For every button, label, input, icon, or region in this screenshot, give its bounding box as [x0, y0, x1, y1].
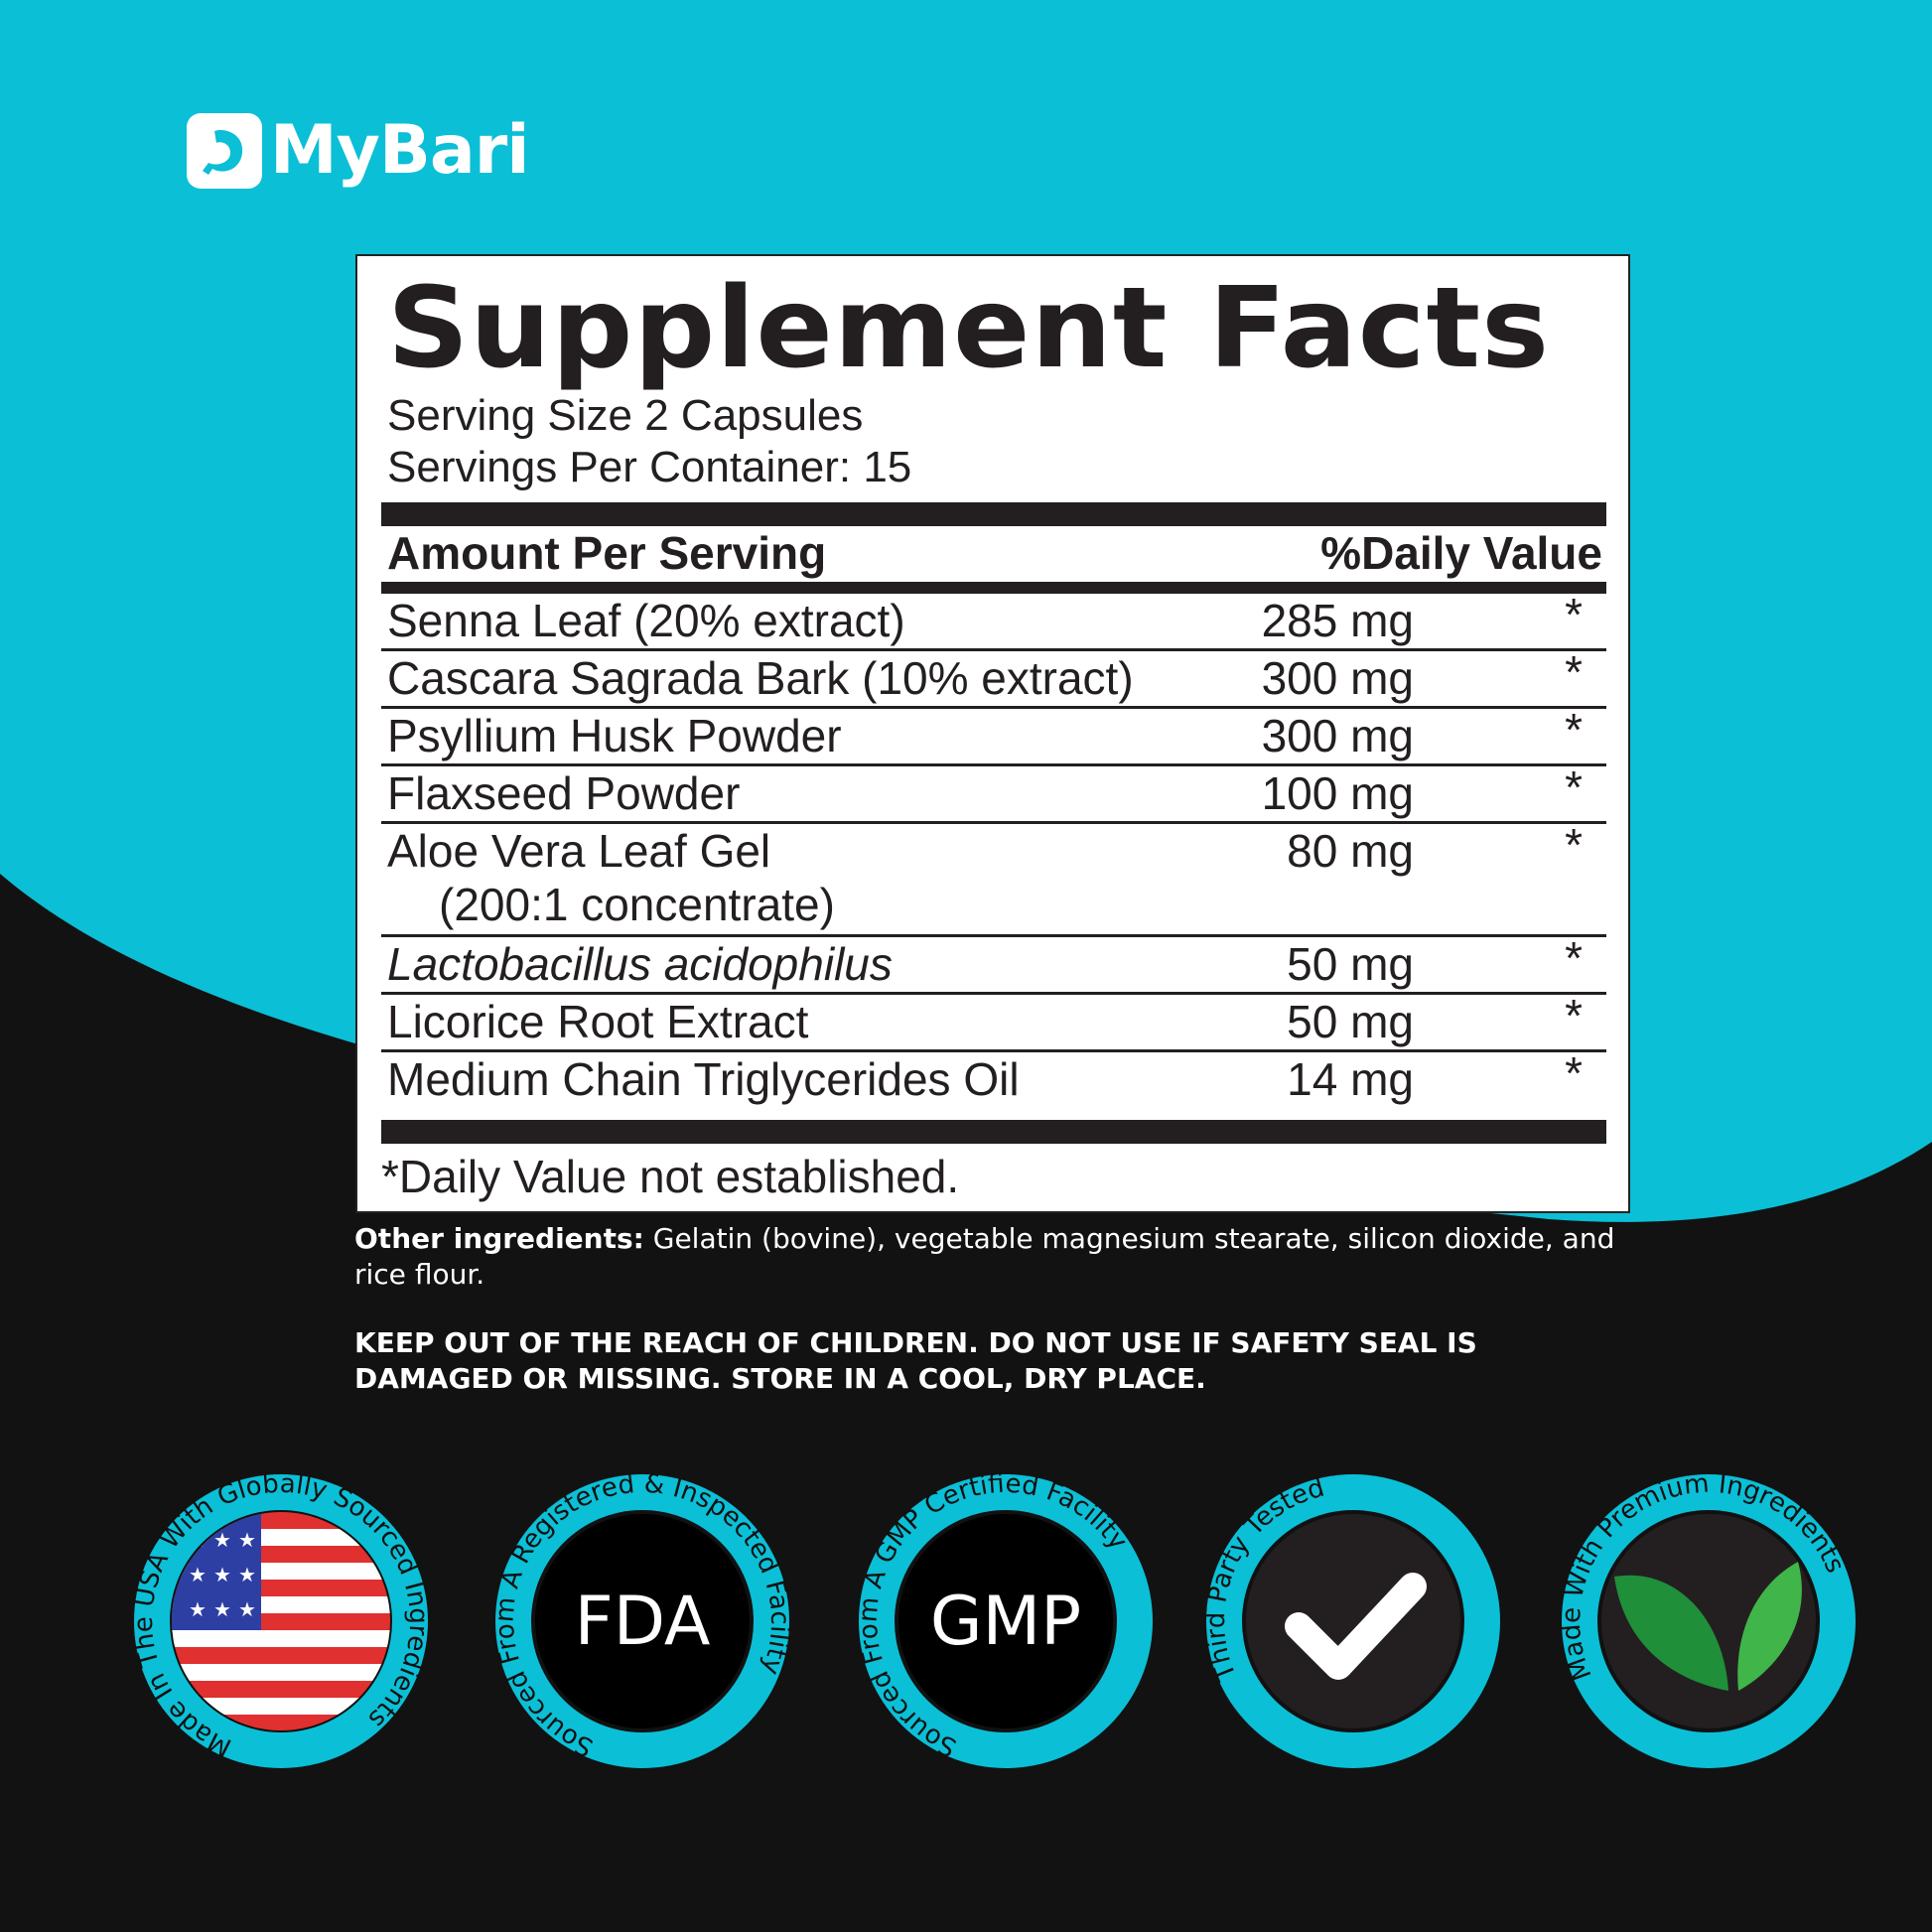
daily-value: * — [1565, 646, 1583, 698]
divider-thick — [381, 502, 1606, 526]
ingredient-amount: 50 mg — [1287, 938, 1414, 990]
svg-text:★: ★ — [238, 1599, 256, 1621]
daily-value: * — [1565, 761, 1583, 813]
daily-value: * — [1565, 990, 1583, 1041]
badge: Third Party Tested — [1199, 1467, 1507, 1775]
divider-thick — [381, 1120, 1606, 1144]
ingredient-amount: 285 mg — [1261, 595, 1414, 646]
serving-size: Serving Size 2 Capsules — [387, 391, 864, 440]
svg-text:★: ★ — [189, 1565, 207, 1587]
ingredient-name: Senna Leaf (20% extract) — [387, 595, 905, 646]
ingredient-name-detail: (200:1 concentrate) — [439, 879, 835, 930]
header-daily-value: %Daily Value — [1320, 527, 1602, 579]
supplement-facts-panel: Supplement Facts Serving Size 2 Capsules… — [355, 254, 1630, 1213]
ingredient-name: Aloe Vera Leaf Gel — [387, 825, 771, 877]
facts-title: Supplement Facts — [387, 264, 1551, 393]
facts-row: Psyllium Husk Powder 300 mg * — [381, 704, 1606, 766]
brand-name: MyBari — [270, 111, 530, 190]
ingredient-name: Psyllium Husk Powder — [387, 710, 842, 761]
ingredient-amount: 300 mg — [1261, 652, 1414, 704]
daily-value: * — [1565, 932, 1583, 984]
other-ingredients-label: Other ingredients: — [354, 1222, 644, 1255]
daily-value: * — [1565, 589, 1583, 640]
facts-row: Licorice Root Extract 50 mg * — [381, 990, 1606, 1052]
facts-row: Aloe Vera Leaf Gel (200:1 concentrate) 80 … — [381, 819, 1606, 937]
other-ingredients: Other ingredients: Gelatin (bovine), veg… — [354, 1221, 1645, 1293]
ingredient-name: Flaxseed Powder — [387, 767, 741, 819]
badge: ★★★★★★★★★ Made In The USA With Globally … — [127, 1467, 435, 1775]
servings-per-container: Servings Per Container: 15 — [387, 443, 912, 491]
ingredient-amount: 300 mg — [1261, 710, 1414, 761]
badge: FDA Sourced From A Registered & Inspecte… — [488, 1467, 796, 1775]
ingredient-amount: 100 mg — [1261, 767, 1414, 819]
svg-text:★: ★ — [213, 1565, 231, 1587]
other-ingredients-text: Gelatin (bovine), vegetable magnesium st… — [354, 1222, 1615, 1291]
svg-text:★: ★ — [213, 1530, 231, 1552]
facts-row: Flaxseed Powder 100 mg * — [381, 761, 1606, 824]
svg-text:★: ★ — [213, 1599, 231, 1621]
stomach-icon — [187, 112, 262, 189]
daily-value: * — [1565, 704, 1583, 756]
badge-center-text: FDA — [575, 1583, 711, 1661]
ingredient-name: Lactobacillus acidophilus — [387, 938, 893, 990]
header-amount: Amount Per Serving — [387, 527, 827, 579]
facts-row: Medium Chain Triglycerides Oil 14 mg * — [381, 1047, 1606, 1110]
ingredient-amount: 80 mg — [1287, 825, 1414, 877]
svg-text:★: ★ — [238, 1565, 256, 1587]
facts-row: Senna Leaf (20% extract) 285 mg * — [381, 589, 1606, 651]
svg-text:★: ★ — [189, 1599, 207, 1621]
divider-medium — [381, 582, 1606, 594]
badge: Made With Premium Ingredients — [1555, 1467, 1863, 1775]
ingredient-name: Medium Chain Triglycerides Oil — [387, 1053, 1020, 1105]
ingredient-amount: 14 mg — [1287, 1053, 1414, 1105]
daily-value: * — [1565, 1047, 1583, 1099]
ingredient-name: Licorice Root Extract — [387, 996, 809, 1047]
footnote: *Daily Value not established. — [381, 1151, 960, 1202]
daily-value: * — [1565, 819, 1583, 871]
ingredient-name: Cascara Sagrada Bark (10% extract) — [387, 652, 1134, 704]
leaf-icon — [1614, 1562, 1802, 1691]
badge: GMP Sourced From A GMP Certified Facilit… — [852, 1467, 1160, 1775]
facts-row: Lactobacillus acidophilus 50 mg * — [381, 932, 1606, 995]
ingredient-amount: 50 mg — [1287, 996, 1414, 1047]
svg-text:★: ★ — [238, 1530, 256, 1552]
facts-row: Cascara Sagrada Bark (10% extract) 300 mg… — [381, 646, 1606, 709]
warning-text: KEEP OUT OF THE REACH OF CHILDREN. DO NO… — [354, 1326, 1477, 1395]
brand-logo: MyBari — [187, 111, 530, 190]
badge-center-text: GMP — [930, 1583, 1081, 1661]
checkmark-icon — [1285, 1573, 1427, 1680]
